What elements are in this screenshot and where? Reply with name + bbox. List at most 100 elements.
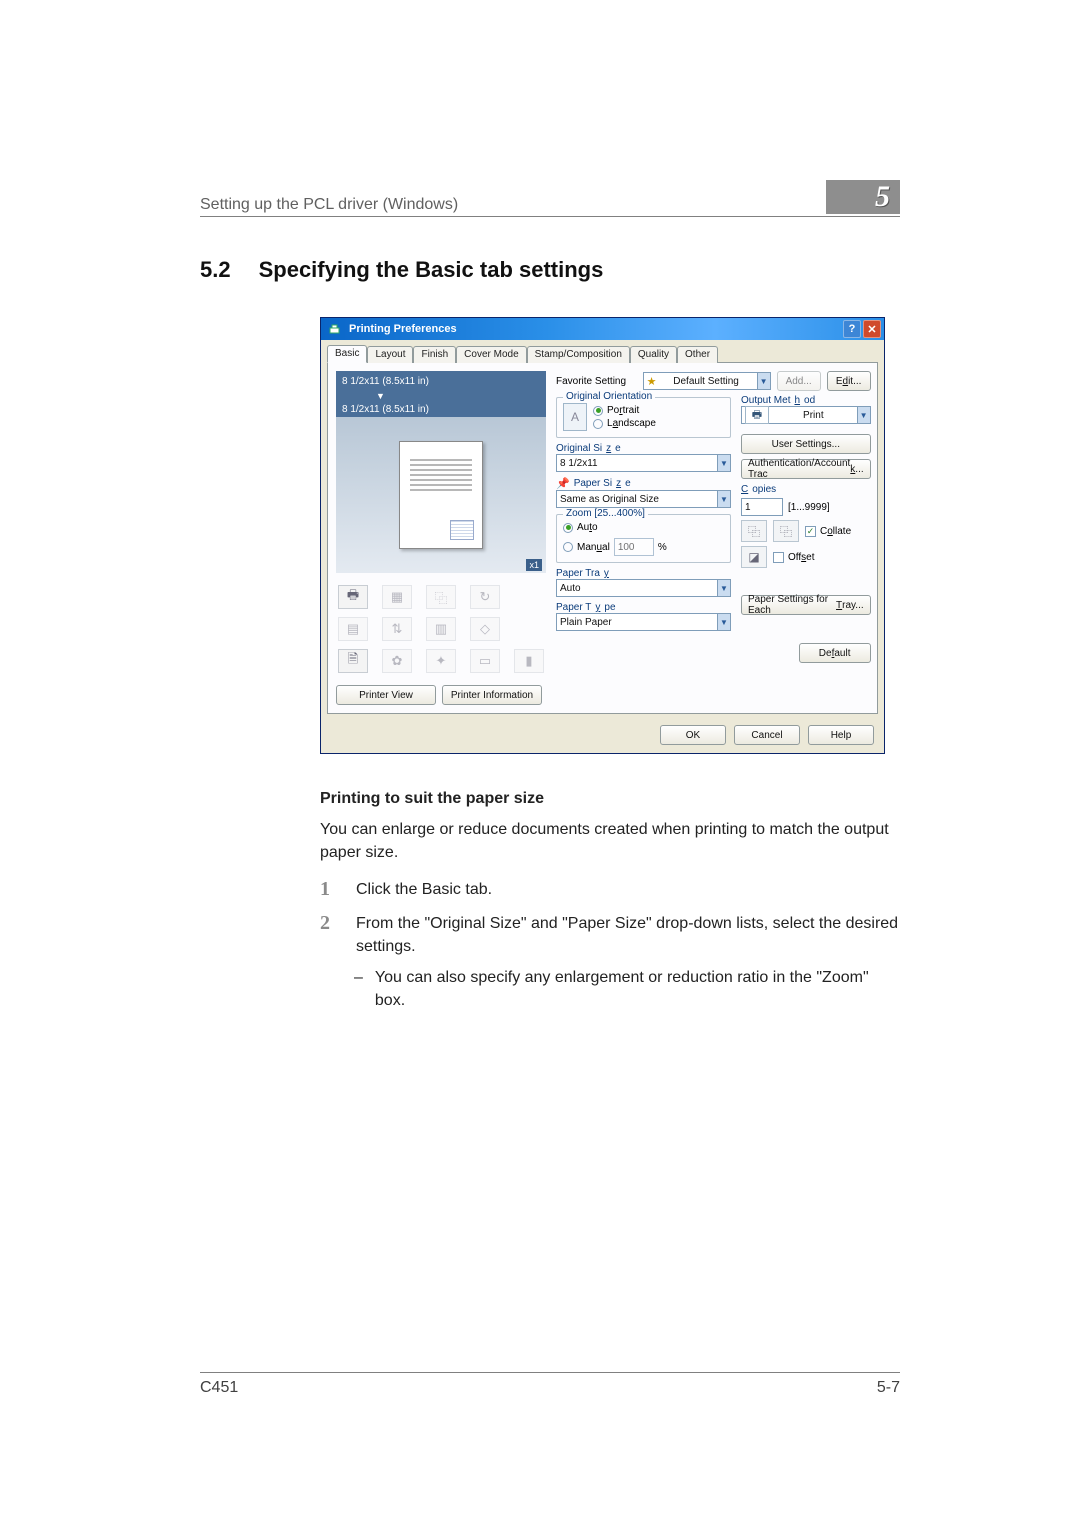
paper-type-value: Plain Paper	[560, 617, 612, 628]
authentication-account-track-button[interactable]: Authentication/Account Track...	[741, 459, 871, 479]
booklet-icon: ▭	[470, 649, 500, 673]
ok-button[interactable]: OK	[660, 725, 726, 745]
offset-icon: ◪	[741, 546, 767, 568]
paper-type-label: Paper Type	[556, 602, 731, 613]
close-button[interactable]: ✕	[863, 320, 881, 338]
zoom-manual-radio[interactable]: Manual	[563, 542, 610, 553]
secure-icon: ✦	[426, 649, 456, 673]
staple-icon: ◇	[470, 617, 500, 641]
step-2-note: You can also specify any enlargement or …	[375, 966, 900, 1012]
dialog-titlebar: Printing Preferences ? ✕	[321, 318, 884, 340]
rotate-icon: ↻	[470, 585, 500, 609]
sub-heading: Printing to suit the paper size	[320, 790, 900, 808]
zoom-group: Zoom [25...400%] Auto Manual 100 %	[556, 514, 731, 563]
nup2-icon: ▥	[426, 617, 456, 641]
zoom-value-spinner[interactable]: 100	[614, 538, 654, 556]
chapter-number: 5	[875, 180, 890, 214]
section-number: 5.2	[200, 257, 231, 283]
original-size-value: 8 1/2x11	[560, 458, 598, 469]
output-method-label: Output Method	[741, 395, 871, 406]
cancel-button[interactable]: Cancel	[734, 725, 800, 745]
chevron-down-icon: ▼	[857, 407, 870, 423]
zoom-label: Zoom [25...400%]	[563, 508, 648, 519]
stamp-icon: ✿	[382, 649, 412, 673]
original-size-label: Original Size	[556, 443, 731, 454]
color-icon: ▮	[514, 649, 544, 673]
down-arrow-icon: ▼	[376, 391, 385, 401]
help-button[interactable]: ?	[843, 320, 861, 338]
copies-range: [1...9999]	[788, 502, 830, 513]
footer-page-number: 5-7	[877, 1379, 900, 1397]
chevron-down-icon: ▼	[717, 614, 730, 630]
original-orientation-label: Original Orientation	[563, 391, 655, 402]
landscape-radio[interactable]: Landscape	[593, 418, 656, 429]
page-thumbnail-icon	[399, 441, 483, 549]
tab-other[interactable]: Other	[677, 346, 718, 363]
pages-icon: ▤	[338, 617, 368, 641]
footer-model: C451	[200, 1379, 238, 1397]
dialog-title: Printing Preferences	[349, 323, 457, 335]
paper-size-label: 📌Paper Size	[556, 477, 731, 490]
chapter-badge: 5	[826, 180, 900, 214]
paper-type-dropdown[interactable]: Plain Paper ▼	[556, 613, 731, 631]
copies-spinner[interactable]: 1	[741, 498, 783, 516]
paper-size-dropdown[interactable]: Same as Original Size ▼	[556, 490, 731, 508]
tab-stamp-composition[interactable]: Stamp/Composition	[527, 346, 630, 363]
paper-tray-label: Paper Tray	[556, 568, 731, 579]
step-number-1: 1	[320, 878, 338, 901]
collate-checkbox[interactable]: ✓Collate	[805, 526, 871, 537]
tab-cover-mode[interactable]: Cover Mode	[456, 346, 526, 363]
help-button-footer[interactable]: Help	[808, 725, 874, 745]
step-2-text: From the "Original Size" and "Paper Size…	[356, 912, 900, 958]
output-printer-icon: 🖶	[338, 585, 368, 609]
printer-information-button[interactable]: Printer Information	[442, 685, 542, 705]
preview-size-output: 8 1/2x11 (8.5x11 in)	[336, 401, 546, 417]
printing-preferences-dialog: Printing Preferences ? ✕ Basic Layout Fi…	[320, 317, 885, 754]
tab-quality[interactable]: Quality	[630, 346, 677, 363]
favorite-setting-label: Favorite Setting	[556, 376, 626, 387]
step-1-text: Click the Basic tab.	[356, 878, 492, 901]
zoom-badge: x1	[526, 559, 542, 571]
portrait-page-icon: A	[563, 403, 587, 431]
percent-label: %	[658, 542, 667, 553]
body-paragraph: You can enlarge or reduce documents crea…	[320, 818, 900, 864]
zoom-auto-radio[interactable]: Auto	[563, 522, 724, 533]
paper-tray-value: Auto	[560, 583, 581, 594]
copies-label: Copies	[741, 484, 871, 495]
star-icon: ★	[647, 375, 657, 388]
pin-icon: 📌	[556, 477, 570, 490]
tab-finish[interactable]: Finish	[413, 346, 456, 363]
printer-icon	[327, 322, 341, 336]
tab-strip: Basic Layout Finish Cover Mode Stamp/Com…	[321, 340, 884, 362]
user-settings-button[interactable]: User Settings...	[741, 434, 871, 454]
watermark-icon: 🗎	[338, 649, 368, 673]
paper-size-value: Same as Original Size	[560, 494, 659, 505]
portrait-radio[interactable]: Portrait	[593, 405, 656, 416]
status-icon-grid: 🖶 ▦ ⿻ ↻ ▤ ⇅ ▥ ◇ 🗎 ✿	[336, 581, 546, 677]
section-title: Specifying the Basic tab settings	[259, 257, 604, 283]
output-method-dropdown[interactable]: 🖶 Print ▼	[741, 406, 871, 424]
favorite-setting-dropdown[interactable]: ★ Default Setting ▼	[643, 372, 771, 390]
favorite-add-button[interactable]: Add...	[777, 371, 821, 391]
printer-view-button[interactable]: Printer View	[336, 685, 436, 705]
paper-tray-dropdown[interactable]: Auto ▼	[556, 579, 731, 597]
default-button[interactable]: Default	[799, 643, 871, 663]
chevron-down-icon: ▼	[717, 455, 730, 471]
chevron-down-icon: ▼	[717, 580, 730, 596]
offset-checkbox[interactable]: Offset	[773, 552, 871, 563]
running-title: Setting up the PCL driver (Windows)	[200, 196, 458, 214]
original-size-dropdown[interactable]: 8 1/2x11 ▼	[556, 454, 731, 472]
tab-layout[interactable]: Layout	[367, 346, 413, 363]
step-number-2: 2	[320, 912, 338, 958]
paper-settings-each-tray-button[interactable]: Paper Settings for Each Tray...	[741, 595, 871, 615]
preview-size-original: 8 1/2x11 (8.5x11 in)	[336, 371, 546, 391]
favorite-edit-button[interactable]: Edit...	[827, 371, 871, 391]
duplex-icon: ⇅	[382, 617, 412, 641]
chevron-down-icon: ▼	[717, 491, 730, 507]
tab-basic[interactable]: Basic	[327, 345, 367, 363]
collate-icon: ⿻	[741, 520, 767, 542]
original-orientation-group: Original Orientation A Portrait Landscap…	[556, 397, 731, 438]
favorite-setting-value: Default Setting	[673, 376, 739, 387]
copy-icon: ⿻	[426, 585, 456, 609]
output-method-value: Print	[803, 410, 824, 421]
